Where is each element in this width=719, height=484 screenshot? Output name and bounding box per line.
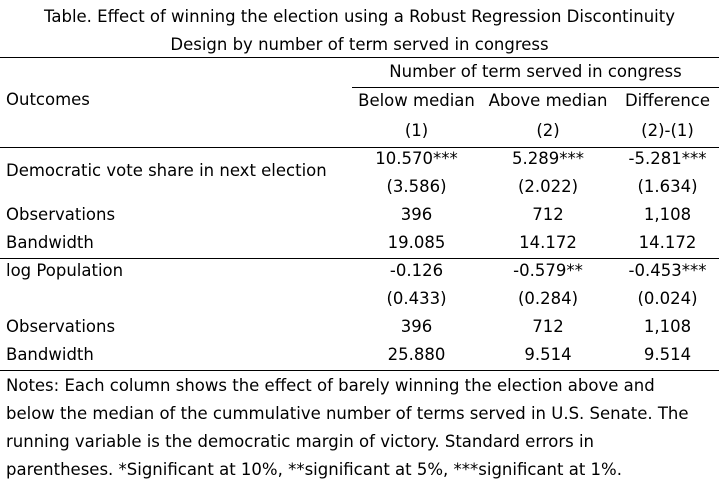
notes-line: below the median of the cummulative numb… (6, 404, 689, 423)
std-error-cell: (3.586) (386, 177, 447, 196)
outcomes-header: Outcomes (6, 90, 90, 109)
observations-label: Observations (6, 205, 116, 224)
notes-line: parentheses. *Significant at 10%, **sign… (6, 460, 622, 479)
std-error-cell: (2.022) (517, 177, 579, 196)
column-header-above-median: Above median (488, 91, 608, 110)
bandwidth-cell: 9.514 (524, 345, 572, 364)
observations-cell: 1,108 (643, 317, 692, 336)
column-number-2: (2) (536, 121, 560, 140)
observations-cell: 712 (532, 205, 564, 224)
observations-cell: 1,108 (643, 205, 692, 224)
bottom-rule (0, 370, 719, 371)
bandwidth-cell: 14.172 (519, 233, 577, 252)
std-error-cell: (0.433) (386, 289, 447, 308)
std-error-cell: (1.634) (637, 177, 698, 196)
estimate-cell: -0.126 (389, 261, 444, 280)
estimate-cell: -0.579** (513, 261, 583, 280)
estimate-cell: 10.570*** (375, 149, 458, 168)
column-header-below-median: Below median (358, 91, 475, 110)
column-number-1: (1) (404, 121, 429, 140)
panel-rule (0, 258, 719, 259)
estimate-cell: -5.281*** (628, 149, 707, 168)
bandwidth-cell: 9.514 (643, 345, 692, 364)
std-error-cell: (0.024) (637, 289, 698, 308)
std-error-cell: (0.284) (517, 289, 579, 308)
column-group-header: Number of term served in congress (389, 62, 682, 81)
observations-cell: 712 (532, 317, 564, 336)
outcome-label: Democratic vote share in next election (6, 161, 327, 180)
header-rule (0, 147, 719, 148)
outcome-label: log Population (6, 261, 124, 280)
bandwidth-cell: 14.172 (638, 233, 697, 252)
notes-line: running variable is the democratic margi… (6, 432, 594, 451)
top-rule (0, 57, 719, 58)
table-title-line-1: Table. Effect of winning the election us… (44, 7, 675, 26)
bandwidth-cell: 19.085 (387, 233, 446, 252)
observations-cell: 396 (400, 205, 433, 224)
column-number-3: (2)-(1) (641, 121, 694, 140)
column-header-difference: Difference (624, 91, 711, 110)
bandwidth-cell: 25.880 (387, 345, 446, 364)
observations-label: Observations (6, 317, 116, 336)
notes-line: Notes: Each column shows the effect of b… (6, 376, 655, 395)
table-notes: Notes: Each column shows the effect of b… (6, 372, 716, 484)
bandwidth-label: Bandwidth (6, 345, 94, 364)
bandwidth-label: Bandwidth (6, 233, 94, 252)
column-group-underline (352, 87, 719, 88)
estimate-cell: -0.453*** (628, 261, 707, 280)
estimate-cell: 5.289*** (512, 149, 584, 168)
observations-cell: 396 (400, 317, 433, 336)
table-title-line-2: Design by number of term served in congr… (170, 35, 549, 54)
